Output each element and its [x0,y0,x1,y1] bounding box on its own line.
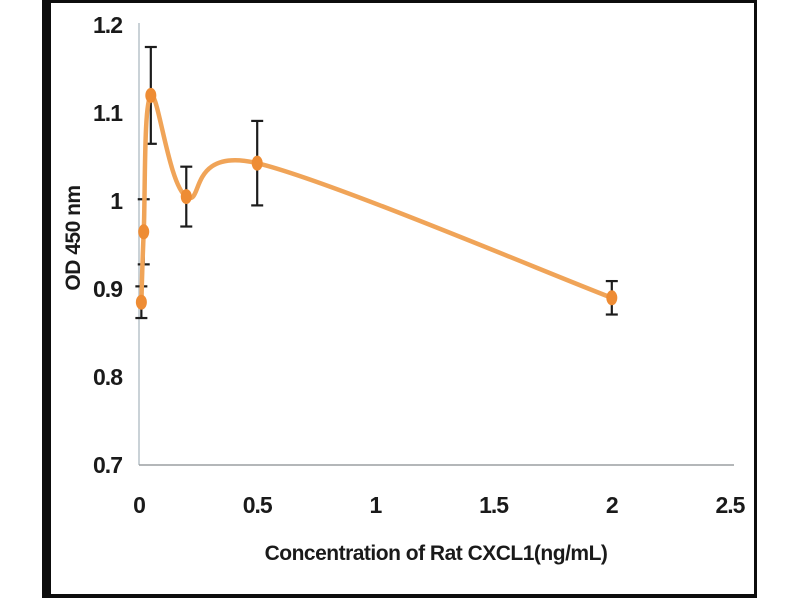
x-tick-label: 1 [369,492,382,518]
data-point-marker [606,290,618,306]
y-tick-label: 0.9 [93,276,123,302]
data-point-marker [138,224,150,240]
data-point-marker [145,87,157,103]
x-tick-label: 2 [605,492,619,518]
data-series-layer [135,45,618,320]
data-point-marker [251,155,263,171]
y-axis-title: OD 450 nm [62,185,85,291]
x-tick-label: 1.5 [479,492,509,518]
dose-response-curve [139,93,615,305]
x-axis-title: Concentration of Rat CXCL1(ng/mL) [264,542,608,565]
y-tick-label: 1 [110,188,123,214]
x-tick-label: 0.5 [242,492,273,518]
x-tick-label: 0 [133,492,146,518]
axes-layer [138,23,734,466]
y-tick-label: 0.7 [93,452,123,478]
data-point-marker [135,294,147,310]
y-tick-label: 1.2 [93,12,123,38]
data-point-marker [180,189,192,205]
y-tick-label: 0.8 [93,364,123,390]
y-tick-label: 1.1 [93,100,123,126]
chart-frame-border [42,0,757,598]
x-tick-label: 2.5 [715,492,746,518]
